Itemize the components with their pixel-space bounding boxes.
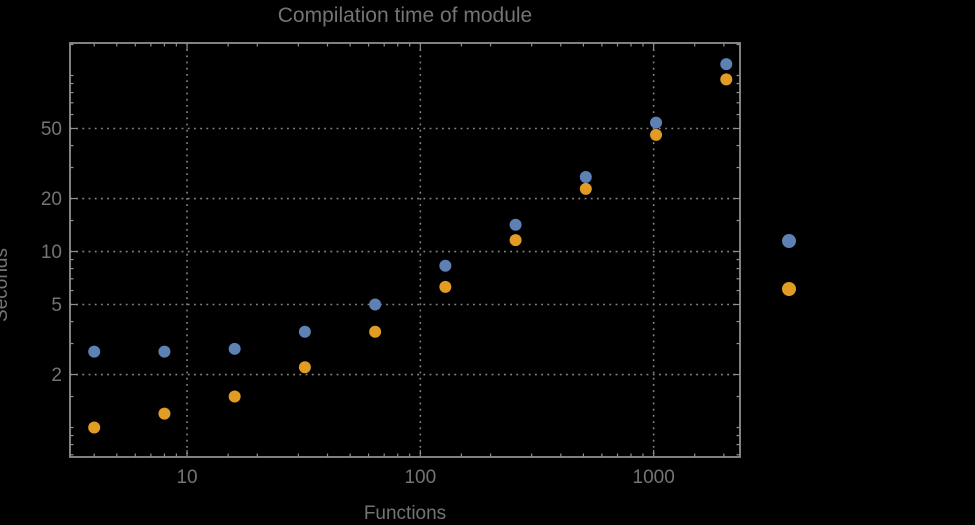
orange-series-point: [228, 390, 241, 403]
x-tick-label: 100: [404, 467, 436, 488]
orange-series-point: [720, 73, 733, 86]
blue-series-point: [720, 58, 733, 71]
blue-series-point: [439, 259, 452, 272]
y-tick-label: 5: [51, 295, 62, 316]
y-tick-label: 10: [41, 242, 62, 263]
blue-series-point: [579, 171, 592, 184]
y-tick-label: 20: [41, 189, 62, 210]
legend-marker-orange-series: [782, 282, 796, 296]
x-tick-label: 10: [176, 467, 197, 488]
chart-title: Compilation time of module: [277, 4, 533, 27]
blue-series-point: [369, 298, 382, 311]
blue-series-point: [298, 325, 311, 338]
x-axis-label: Functions: [363, 503, 447, 524]
orange-series-point: [369, 325, 382, 338]
orange-series-point: [509, 234, 522, 247]
plot-frame: [69, 42, 741, 458]
blue-series-point: [88, 345, 101, 358]
orange-series-point: [88, 421, 101, 434]
orange-series-point: [650, 128, 663, 141]
blue-series-point: [650, 116, 663, 129]
blue-series-point: [509, 218, 522, 231]
blue-series-point: [158, 345, 171, 358]
legend-marker-blue-series: [782, 234, 796, 248]
orange-series-point: [158, 407, 171, 420]
y-tick-label: 2: [51, 365, 62, 386]
orange-series-point: [439, 280, 452, 293]
blue-series-point: [228, 342, 241, 355]
orange-series-point: [579, 182, 592, 195]
y-tick-label: 50: [41, 119, 62, 140]
x-tick-label: 1000: [633, 467, 675, 488]
y-axis-label-text: Seconds: [0, 247, 12, 322]
orange-series-point: [298, 361, 311, 374]
